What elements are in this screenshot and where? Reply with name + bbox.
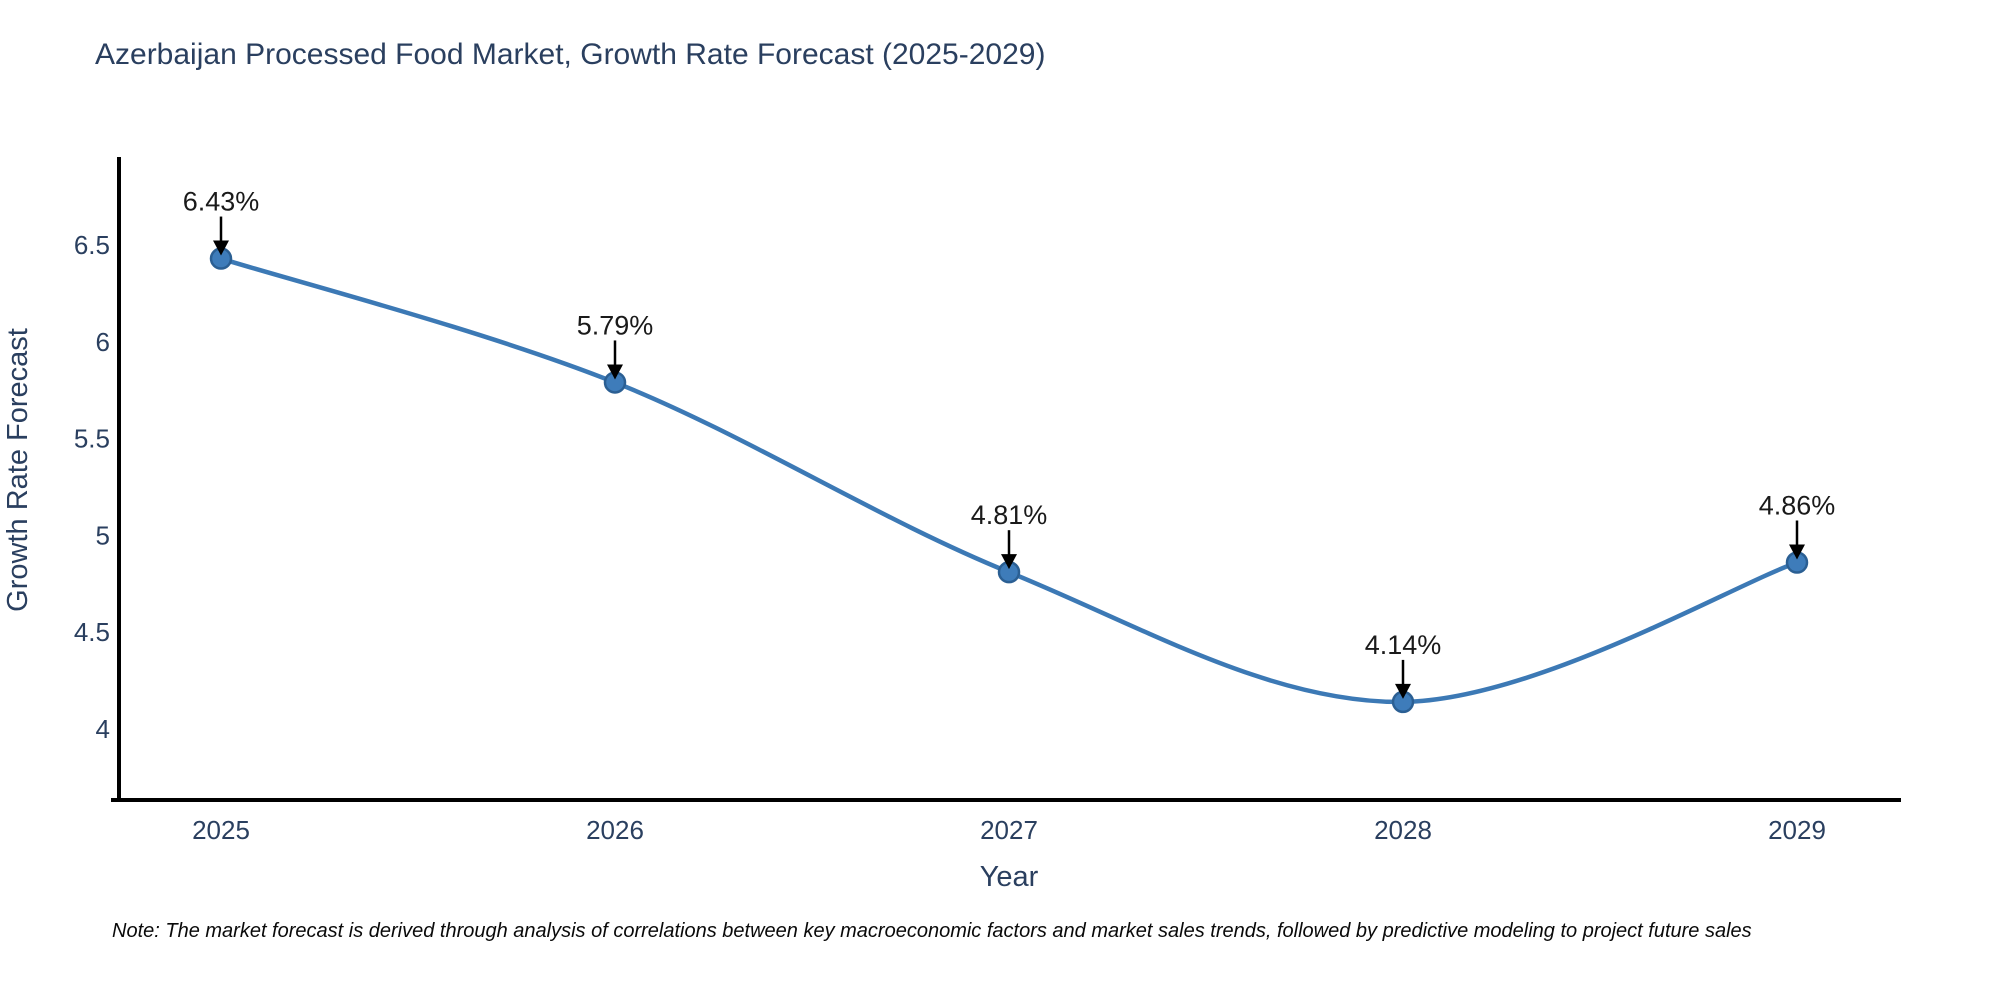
annotation-arrowhead-icon	[607, 364, 623, 380]
annotation-label: 6.43%	[183, 187, 260, 217]
x-tick-label: 2025	[192, 815, 250, 845]
annotation-label: 4.14%	[1365, 630, 1442, 660]
annotation-layer: 6.43% 5.79% 4.81% 4.14% 4.86%	[183, 187, 1836, 699]
y-axis-title: Growth Rate Forecast	[2, 328, 34, 612]
y-tick-label: 6.5	[74, 230, 110, 260]
plot-area: 6.5 6 5.5 5 4.5 4 2025 2026 2027 2028 2029 Year Grow…	[2, 157, 1901, 893]
x-tick-label: 2029	[1768, 815, 1826, 845]
x-axis-title: Year	[980, 861, 1039, 893]
annotation-arrowhead-icon	[213, 240, 229, 256]
x-tick-label: 2026	[586, 815, 644, 845]
y-tick-label: 4.5	[74, 617, 110, 647]
annotation-arrowhead-icon	[1395, 683, 1411, 699]
annotation-label: 5.79%	[577, 310, 654, 340]
annotation-arrowhead-icon	[1789, 544, 1805, 560]
data-point-annotation: 4.14%	[1365, 630, 1442, 699]
series-layer	[209, 247, 1809, 714]
data-point-annotation: 4.86%	[1759, 491, 1836, 560]
trend-line	[218, 256, 1800, 705]
annotation-label: 4.81%	[971, 500, 1048, 530]
chart-title: Azerbaijan Processed Food Market, Growth…	[95, 38, 1046, 71]
annotation-label: 4.86%	[1759, 491, 1836, 521]
x-tick-label: 2027	[980, 815, 1038, 845]
y-tick-label: 4	[96, 714, 110, 744]
y-tick-label: 5.5	[74, 424, 110, 454]
footnote: Note: The market forecast is derived thr…	[112, 920, 1752, 942]
y-tick-label: 5	[96, 520, 110, 550]
axes-layer: 6.5 6 5.5 5 4.5 4 2025 2026 2027 2028 2029 Year Grow…	[2, 157, 1901, 893]
data-point-annotation: 5.79%	[577, 310, 654, 380]
data-point-annotation: 4.81%	[971, 500, 1048, 570]
data-point-annotation: 6.43%	[183, 187, 260, 256]
y-tick-label: 6	[96, 327, 110, 357]
annotation-arrowhead-icon	[1001, 554, 1017, 570]
x-tick-label: 2028	[1374, 815, 1432, 845]
